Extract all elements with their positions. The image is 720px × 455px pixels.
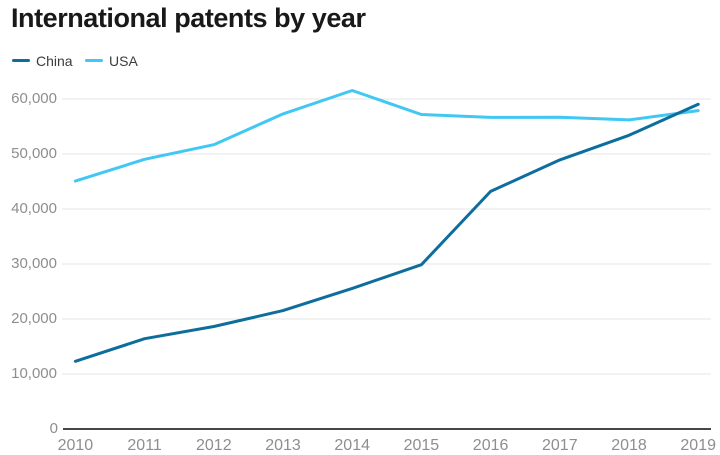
- svg-text:20,000: 20,000: [11, 310, 57, 327]
- svg-text:40,000: 40,000: [11, 200, 57, 217]
- svg-text:10,000: 10,000: [11, 365, 57, 382]
- svg-text:2019: 2019: [680, 437, 716, 454]
- svg-text:2013: 2013: [265, 437, 301, 454]
- svg-text:60,000: 60,000: [11, 90, 57, 107]
- svg-text:2010: 2010: [58, 437, 94, 454]
- svg-text:30,000: 30,000: [11, 255, 57, 272]
- svg-text:2018: 2018: [611, 437, 647, 454]
- svg-text:2012: 2012: [196, 437, 232, 454]
- svg-text:2016: 2016: [473, 437, 509, 454]
- svg-text:2011: 2011: [127, 437, 162, 454]
- svg-text:2014: 2014: [334, 437, 370, 454]
- svg-text:0: 0: [50, 420, 58, 437]
- svg-text:2017: 2017: [542, 437, 578, 454]
- svg-text:50,000: 50,000: [11, 145, 57, 162]
- svg-text:2015: 2015: [404, 437, 440, 454]
